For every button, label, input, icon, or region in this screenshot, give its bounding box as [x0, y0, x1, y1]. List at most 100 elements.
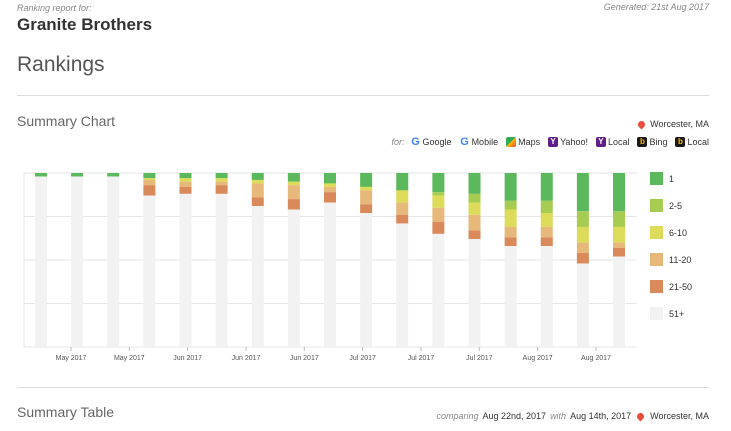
bar-segment [287, 209, 300, 347]
legend-swatch [650, 280, 663, 293]
legend-swatch [650, 172, 663, 185]
bar-segment [360, 204, 373, 214]
bar-segment [432, 173, 445, 193]
bar-segment [540, 237, 553, 247]
client-name: Granite Brothers [17, 15, 153, 34]
bar-segment [613, 256, 625, 347]
bar-segment [504, 246, 517, 347]
bar-segment [468, 230, 481, 240]
filter-google[interactable]: G Google [410, 137, 452, 148]
bar-segment [360, 173, 373, 187]
bar-segment [107, 173, 120, 177]
bar-segment [468, 202, 481, 215]
yahoo-local-icon: Y [595, 137, 606, 147]
table-location[interactable]: Worcester, MA [650, 411, 709, 421]
bar-segment [324, 202, 336, 347]
divider [17, 95, 709, 96]
bar-segment [324, 183, 336, 187]
bar-segment [396, 223, 409, 347]
with-label: with [550, 411, 567, 421]
location-pin-icon [635, 411, 646, 421]
bar-segment [324, 192, 336, 203]
filter-bing-local[interactable]: b Local [675, 137, 709, 147]
bar-segment [540, 246, 553, 347]
x-tick-label: Jul 2017 [408, 355, 435, 362]
bar-segment [251, 206, 264, 347]
bar-segment [35, 176, 47, 347]
bar-segment [576, 242, 589, 254]
bar-segment [576, 253, 589, 264]
divider [17, 387, 709, 388]
bar-segment [360, 213, 373, 347]
legend-label: 1 [669, 173, 675, 184]
filter-yahoo[interactable]: Y Yahoo! [548, 137, 588, 147]
bing-local-icon: b [675, 137, 686, 147]
bar-segment [251, 183, 264, 198]
legend-item: 21-50 [650, 280, 692, 293]
filter-maps[interactable]: Maps [506, 137, 540, 147]
bar-segment [432, 233, 445, 347]
legend-item: 2-5 [650, 199, 682, 212]
bar-segment [613, 247, 625, 257]
bar-segment [504, 200, 517, 210]
bar-segment [504, 226, 517, 238]
bar-segment [396, 202, 409, 215]
engine-filters: for: G Google G Mobile Maps Y Yahoo! Y Local… [392, 137, 709, 148]
legend-item: 6-10 [650, 226, 687, 239]
x-tick-label: Jul 2017 [466, 355, 493, 362]
filter-bing[interactable]: b Bing [637, 137, 667, 147]
bar-segment [71, 176, 84, 347]
compare-date-a[interactable]: Aug 22nd, 2017 [482, 411, 547, 421]
bar-segment [179, 178, 192, 182]
legend-swatch [650, 199, 663, 212]
chart-location[interactable]: Worcester, MA [636, 119, 709, 129]
legend-swatch [650, 226, 663, 239]
bar-segment [540, 213, 553, 227]
filter-google-label: Google [422, 137, 452, 147]
x-tick-label: Jun 2017 [173, 355, 202, 362]
legend-label: 21-50 [669, 281, 693, 292]
x-tick-label: Aug 2017 [581, 355, 611, 362]
filter-maps-label: Maps [518, 137, 541, 147]
page-title: Rankings [17, 53, 105, 76]
bar-segment [396, 190, 409, 203]
x-tick-label: Aug 2017 [523, 355, 553, 362]
bar-segment [251, 197, 264, 207]
filter-yahoo-label: Yahoo! [560, 137, 588, 147]
x-tick-label: Jun 2017 [232, 355, 261, 362]
bar-segment [143, 195, 156, 347]
bar-segment [287, 199, 300, 210]
bar-segment [468, 214, 481, 231]
bar-segment [143, 185, 156, 196]
bar-segment [215, 193, 228, 347]
bar-segment [71, 173, 84, 177]
legend-item: 1 [650, 172, 674, 185]
comparing-label: comparing [436, 411, 479, 421]
filter-google-mobile[interactable]: G Mobile [459, 137, 498, 148]
bar-segment [432, 195, 445, 208]
bar-segment [179, 186, 192, 194]
bar-segment [396, 214, 409, 224]
bar-segment [215, 178, 228, 182]
bar-segment [287, 181, 300, 186]
bar-segment [540, 173, 553, 201]
bar-segment [396, 173, 409, 191]
bar-segment [324, 186, 336, 193]
bar-segment [143, 173, 156, 179]
legend-label: 11-20 [669, 254, 692, 265]
bar-segment [287, 173, 300, 182]
x-tick-label: May 2017 [114, 355, 145, 362]
bar-segment [107, 176, 120, 347]
compare-date-b[interactable]: Aug 14th, 2017 [570, 411, 632, 421]
legend-swatch [650, 307, 663, 320]
filter-yahoo-local[interactable]: Y Local [595, 137, 629, 147]
bar-segment [215, 185, 228, 194]
filter-bing-label: Bing [649, 137, 668, 147]
bar-segment [468, 239, 481, 347]
bar-segment [360, 186, 373, 191]
bar-segment [287, 185, 300, 200]
comparison-controls: comparing Aug 22nd, 2017 with Aug 14th, … [436, 411, 709, 421]
maps-icon [506, 137, 517, 147]
bar-segment [613, 173, 625, 212]
